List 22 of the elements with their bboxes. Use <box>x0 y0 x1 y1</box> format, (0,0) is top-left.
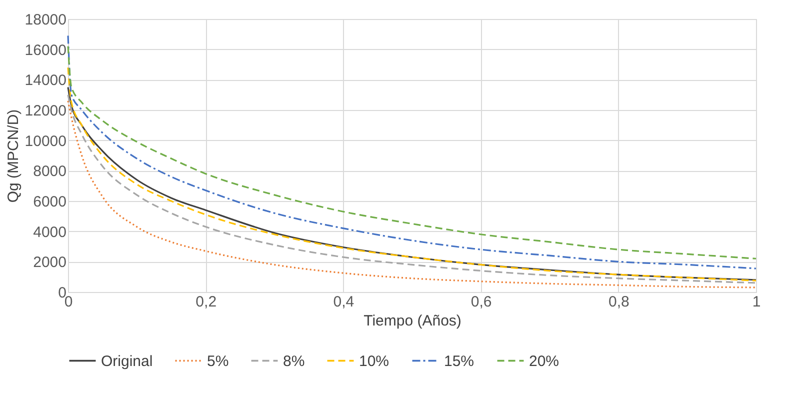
y-tick-label: 18000 <box>24 12 66 28</box>
x-tick-label: 0,4 <box>333 294 354 310</box>
y-tick-label: 4000 <box>33 224 66 241</box>
y-tick-label: 8000 <box>33 163 66 180</box>
y-tick-label: 16000 <box>24 42 66 59</box>
x-tick-label: 0,8 <box>608 294 630 310</box>
legend-label: 10% <box>359 352 390 370</box>
legend-label: 15% <box>444 352 474 370</box>
legend-label: 20% <box>529 352 560 370</box>
x-axis-title: Tiempo (Años) <box>364 312 462 330</box>
y-axis-title: Qg (MPCN/D) <box>4 109 22 203</box>
legend-label: 8% <box>283 352 305 370</box>
x-tick-label: 0,2 <box>196 294 217 310</box>
y-tick-label: 2000 <box>33 254 66 272</box>
x-tick-label: 0,6 <box>470 294 492 310</box>
y-tick-label: 10000 <box>24 132 66 150</box>
y-tick-label: 12000 <box>24 102 66 120</box>
y-tick-label: 6000 <box>33 194 66 210</box>
x-tick-label: 1 <box>752 294 761 310</box>
legend-label: 5% <box>207 352 229 370</box>
legend-label: Original <box>101 352 153 370</box>
y-tick-label: 14000 <box>24 72 66 90</box>
